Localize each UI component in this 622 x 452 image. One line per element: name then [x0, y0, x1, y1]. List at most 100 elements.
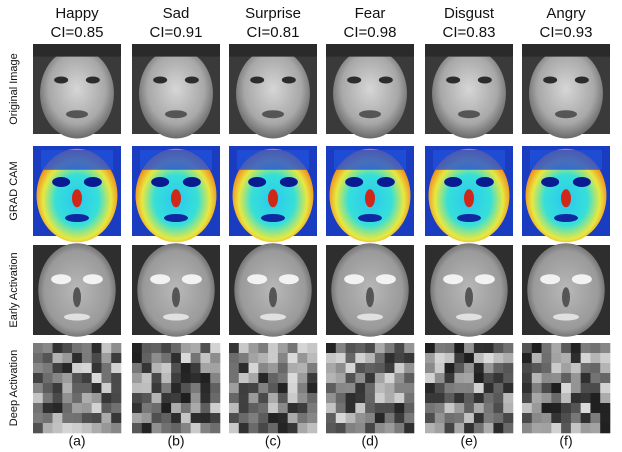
- activation-cell: [542, 413, 552, 423]
- activation-cell: [484, 363, 494, 373]
- activation-cell: [522, 413, 532, 423]
- activation-cell: [590, 393, 600, 403]
- activation-cell: [288, 373, 298, 383]
- activation-cell: [355, 373, 365, 383]
- activation-cell: [82, 423, 92, 433]
- eye: [51, 274, 71, 284]
- image-cell: [326, 243, 414, 337]
- activation-cell: [365, 383, 375, 393]
- column-title: Angry: [546, 5, 586, 22]
- activation-cell: [581, 413, 591, 423]
- activation-cell: [200, 383, 210, 393]
- mouth: [359, 110, 381, 118]
- activation-cell: [142, 373, 152, 383]
- activation-cell: [278, 393, 288, 403]
- activation-cell: [551, 393, 561, 403]
- activation-cell: [542, 383, 552, 393]
- activation-cell: [307, 403, 317, 413]
- activation-cell: [229, 383, 239, 393]
- activation-cell: [101, 343, 111, 353]
- activation-cell: [249, 413, 259, 423]
- activation-cell: [464, 383, 474, 393]
- nose: [465, 287, 473, 307]
- eye: [347, 77, 361, 84]
- activation-cell: [297, 383, 307, 393]
- activation-cell: [181, 393, 191, 403]
- activation-cell: [181, 423, 191, 433]
- image-cell: [326, 44, 414, 139]
- activation-cell: [210, 343, 220, 353]
- activation-cell: [493, 363, 503, 373]
- activation-cell: [532, 383, 542, 393]
- activation-cell: [33, 373, 43, 383]
- activation-cell: [111, 403, 121, 413]
- activation-cell: [464, 413, 474, 423]
- activation-cell: [53, 413, 63, 423]
- image-cell: [33, 243, 121, 337]
- activation-cell: [152, 353, 162, 363]
- activation-cell: [590, 373, 600, 383]
- activation-cell: [43, 353, 53, 363]
- activation-cell: [542, 393, 552, 403]
- activation-cell: [307, 383, 317, 393]
- activation-cell: [454, 413, 464, 423]
- activation-cell: [581, 353, 591, 363]
- activation-cell: [33, 403, 43, 413]
- activation-cell: [239, 393, 249, 403]
- activation-cell: [181, 373, 191, 383]
- image-cell: [132, 44, 220, 139]
- activation-cell: [484, 423, 494, 433]
- activation-cell: [571, 403, 581, 413]
- mouth: [555, 110, 577, 118]
- activation-cell: [346, 413, 356, 423]
- activation-cell: [484, 343, 494, 353]
- activation-cell: [72, 343, 82, 353]
- activation-cell: [326, 353, 336, 363]
- image-cell: [522, 243, 610, 337]
- activation-cell: [200, 413, 210, 423]
- activation-cell: [152, 423, 162, 433]
- activation-cell: [142, 413, 152, 423]
- mouth: [357, 314, 383, 321]
- activation-cell: [600, 363, 610, 373]
- activation-cell: [590, 403, 600, 413]
- activation-cell: [288, 353, 298, 363]
- activation-cell: [365, 343, 375, 353]
- image-cell: [326, 343, 414, 433]
- activation-cell: [425, 383, 435, 393]
- activation-cell: [375, 343, 385, 353]
- activation-cell: [132, 393, 142, 403]
- activation-cell: [288, 383, 298, 393]
- subfigure-tag: (a): [68, 433, 85, 449]
- activation-cell: [336, 363, 346, 373]
- face: [529, 49, 603, 139]
- activation-cell: [326, 373, 336, 383]
- activation-cell: [365, 373, 375, 383]
- activation-cell: [551, 423, 561, 433]
- activation-cell: [394, 393, 404, 403]
- activation-cell: [132, 353, 142, 363]
- eye: [345, 177, 363, 187]
- activation-cell: [561, 353, 571, 363]
- activation-cell: [600, 373, 610, 383]
- activation-cell: [297, 393, 307, 403]
- activation-cell: [445, 383, 455, 393]
- activation-cell: [542, 363, 552, 373]
- activation-cell: [239, 423, 249, 433]
- heat-forehead: [140, 150, 212, 170]
- activation-cell: [268, 423, 278, 433]
- eye: [379, 77, 393, 84]
- activation-cell: [43, 403, 53, 413]
- activation-cell: [161, 363, 171, 373]
- heat-forehead: [530, 150, 602, 170]
- activation-cell: [522, 353, 532, 363]
- activation-cell: [33, 413, 43, 423]
- hair: [326, 44, 414, 57]
- activation-cell: [532, 423, 542, 433]
- activation-cell: [336, 403, 346, 413]
- nose: [464, 189, 474, 207]
- activation-cell: [181, 403, 191, 413]
- image-cell: [425, 343, 513, 433]
- activation-cell: [581, 383, 591, 393]
- activation-cell: [484, 413, 494, 423]
